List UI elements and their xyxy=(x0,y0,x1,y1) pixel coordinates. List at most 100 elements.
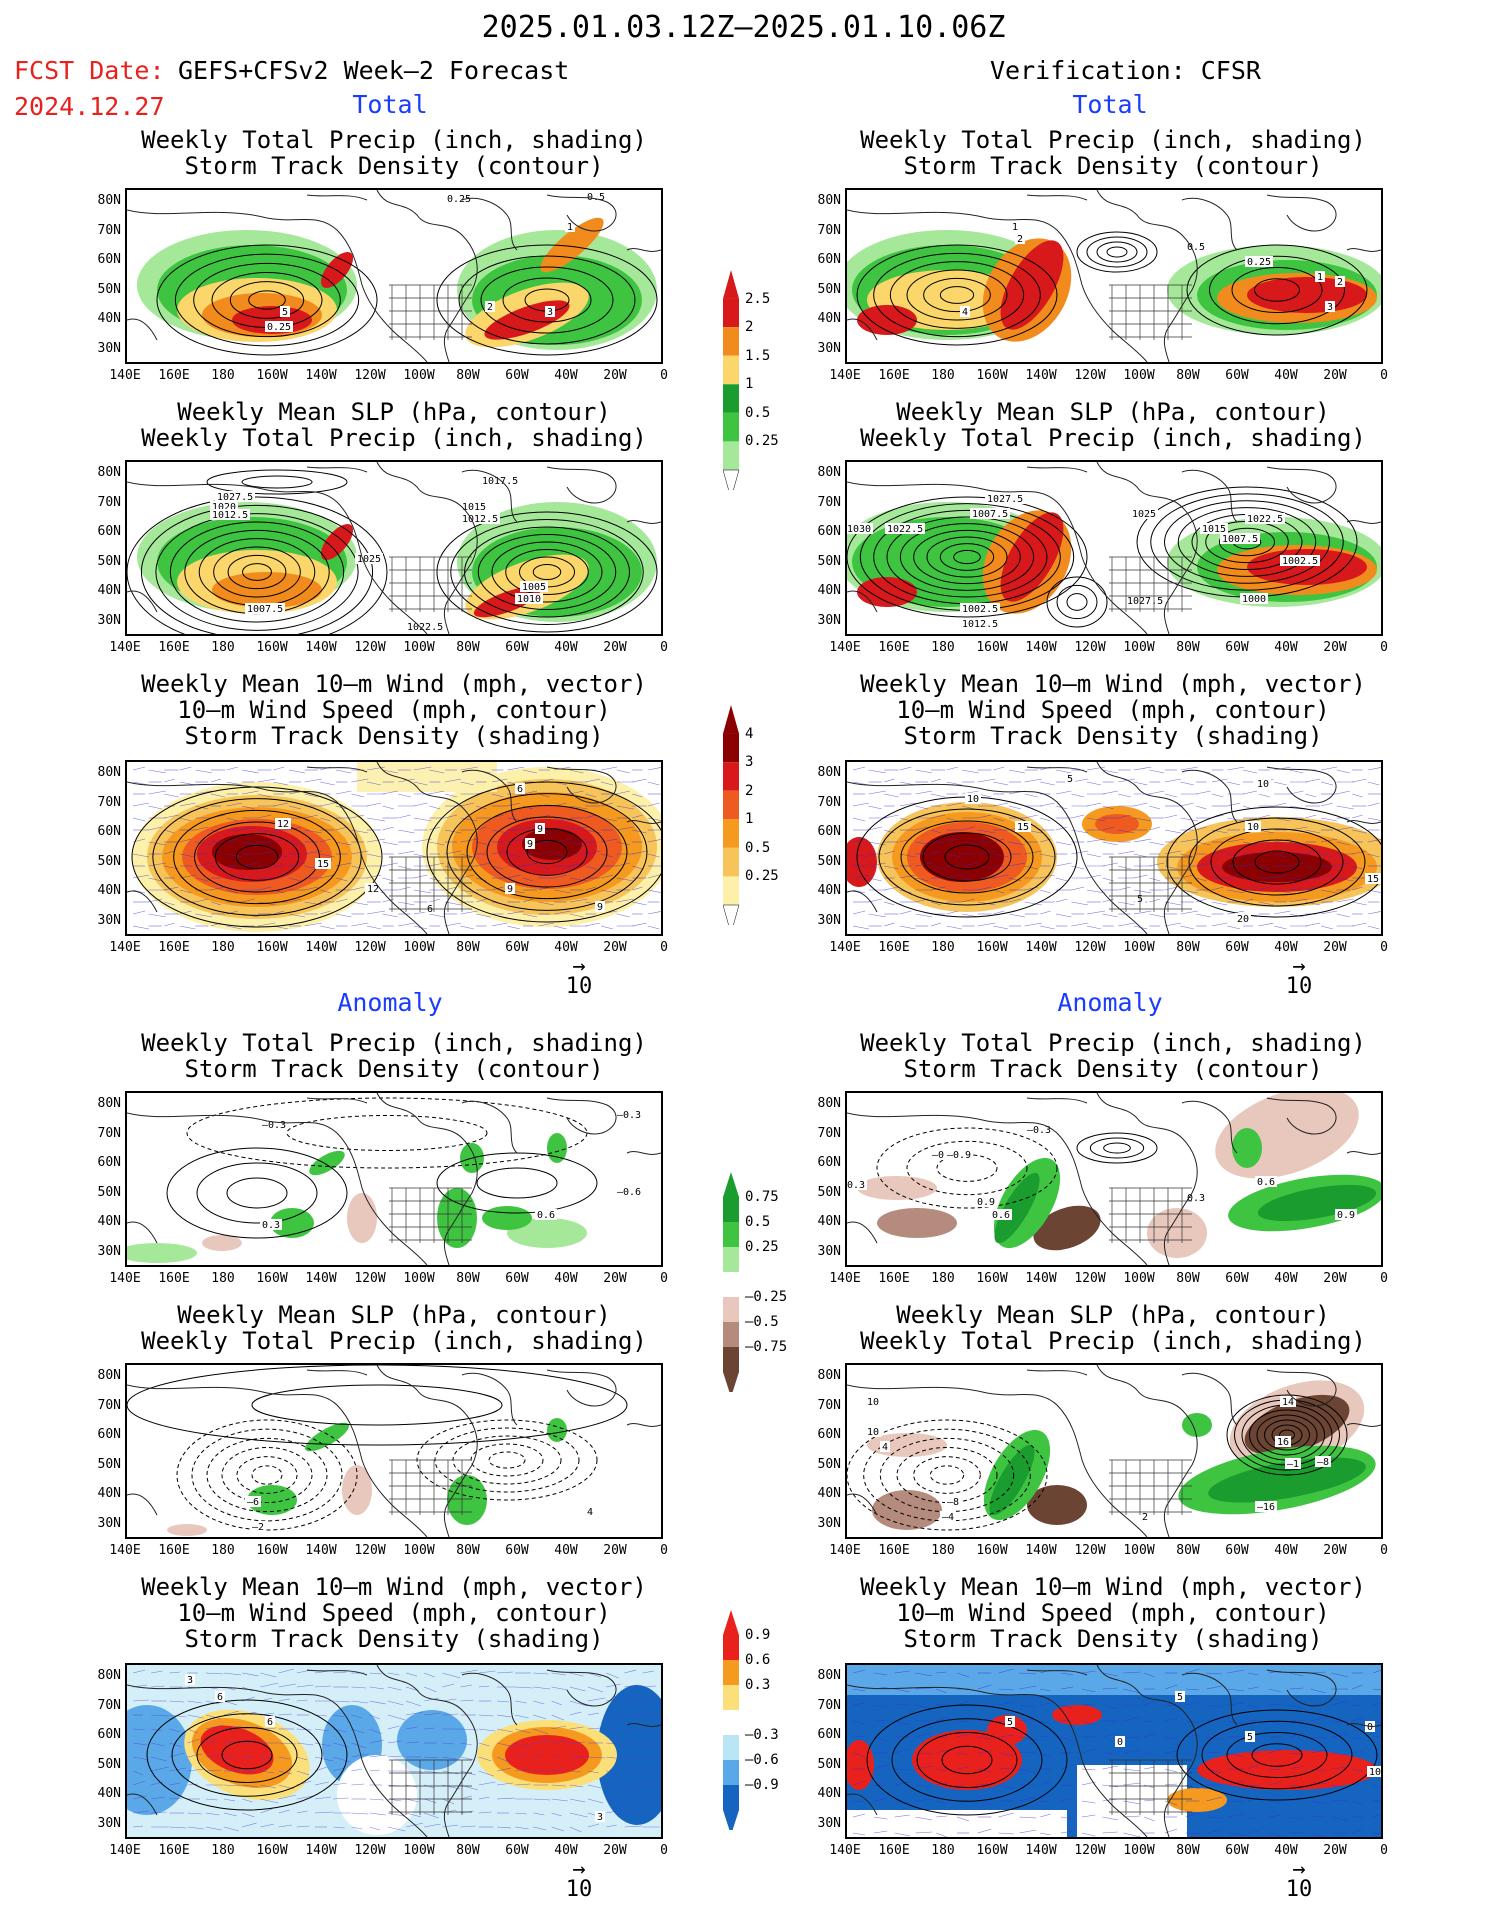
wind-vector xyxy=(1274,910,1291,915)
contour-label: 6 xyxy=(267,1717,273,1728)
contour-label-bg xyxy=(210,509,250,520)
wind-vector xyxy=(538,886,550,891)
contour-label: 9 xyxy=(507,884,513,895)
y-tick-label: 80N xyxy=(97,193,121,208)
contour-line xyxy=(131,786,383,928)
contour-line xyxy=(470,1443,544,1477)
contour-line xyxy=(1209,255,1345,325)
wind-vector xyxy=(1164,1800,1178,1806)
y-tick-label: 50N xyxy=(817,1756,841,1772)
wind-vector xyxy=(442,1672,461,1679)
wind-vector xyxy=(444,922,462,927)
wind-vector xyxy=(398,829,415,834)
contour-label: 1 xyxy=(1012,222,1018,233)
precip-anomaly-area xyxy=(989,1444,1035,1516)
x-tick-label: 140W xyxy=(305,368,337,383)
y-tick-label: 30N xyxy=(817,1815,841,1831)
precip-anomaly-area xyxy=(877,1208,957,1238)
wind-vector xyxy=(1227,1688,1245,1692)
wind-vector xyxy=(366,874,382,879)
wind-vector xyxy=(915,1704,933,1710)
section-total-left: Total xyxy=(352,90,428,119)
wind-vector xyxy=(998,1688,1014,1691)
wind-vector xyxy=(1180,838,1198,843)
wind-vector xyxy=(515,1826,529,1830)
wind-vector xyxy=(587,1823,600,1828)
coastline xyxy=(546,1669,617,1707)
wind-vector xyxy=(642,1670,654,1674)
wind-vector xyxy=(424,1756,439,1759)
wind-vector xyxy=(1102,841,1118,846)
wind-vector xyxy=(977,829,996,834)
wind-vector xyxy=(632,814,643,819)
wind-vector xyxy=(288,826,302,831)
wind-vector xyxy=(977,1783,992,1786)
wind-vector xyxy=(585,886,597,891)
storm-track-anomaly-area xyxy=(200,1725,274,1775)
wind-vector xyxy=(1055,841,1072,846)
wind-vector xyxy=(956,1752,970,1756)
wind-vector xyxy=(936,1671,947,1674)
wind-vector xyxy=(515,1812,527,1815)
wind-vector xyxy=(946,802,962,807)
wind-vector xyxy=(1008,769,1026,774)
wind-vector xyxy=(930,778,942,783)
contour-label-bg xyxy=(960,306,970,317)
wind-vector xyxy=(169,1700,185,1703)
wind-vector xyxy=(1024,850,1042,855)
contour-label: 1015 xyxy=(462,502,486,513)
wind-vector xyxy=(569,913,584,918)
wind-vector xyxy=(1133,889,1152,894)
contour-label-bg xyxy=(1285,1458,1301,1469)
wind-vector xyxy=(624,1784,637,1791)
contour-label-bg xyxy=(265,321,293,332)
wind-vector xyxy=(132,817,146,822)
wind-vector xyxy=(429,913,445,918)
wind-vector xyxy=(915,1798,933,1802)
wind-vector xyxy=(1118,793,1131,798)
coastline xyxy=(626,1723,661,1727)
contour-label: 0.6 xyxy=(992,1210,1010,1221)
x-tick-label: 20W xyxy=(603,940,627,955)
wind-vector xyxy=(624,1669,637,1674)
wind-vector xyxy=(351,1728,365,1734)
x-tick-label: 140E xyxy=(109,1543,141,1558)
wind-vector xyxy=(1367,911,1381,915)
wind-vector xyxy=(1227,781,1241,786)
contour-line xyxy=(476,1167,558,1199)
contour-line xyxy=(191,1428,343,1522)
wind-vector xyxy=(351,1714,363,1719)
storm-track-anomaly-area xyxy=(1052,1705,1102,1725)
contour-line xyxy=(229,281,305,319)
precip-area xyxy=(1247,549,1367,585)
contour-line xyxy=(1231,267,1323,313)
contour-line xyxy=(863,1428,1031,1522)
y-tick-label: 60N xyxy=(97,1427,121,1442)
contour-line xyxy=(464,526,630,618)
colorbar-segment xyxy=(723,819,739,848)
wind-vector xyxy=(491,865,504,870)
contour-line xyxy=(953,549,981,565)
wind-vector xyxy=(132,853,150,858)
wind-vector xyxy=(387,1725,400,1730)
wind-vector xyxy=(936,1749,947,1754)
title-line: Weekly Total Precip (inch, shading) xyxy=(141,1029,647,1057)
wind-vector xyxy=(1227,1832,1245,1836)
wind-vector xyxy=(1024,814,1038,819)
colorbar-graphic xyxy=(722,270,740,500)
y-tick-label: 80N xyxy=(817,1096,841,1111)
contour-line xyxy=(526,839,568,865)
wind-vector xyxy=(164,814,179,819)
wind-vector xyxy=(387,1755,404,1758)
wind-vector xyxy=(1310,1768,1326,1772)
wind-vector xyxy=(1185,1832,1200,1835)
wind-vector xyxy=(242,1770,257,1773)
x-tick-label: 0 xyxy=(660,940,668,955)
contour-line xyxy=(1188,817,1366,907)
colorbar-graphic xyxy=(723,1172,739,1397)
coastline xyxy=(127,590,158,613)
wind-vector xyxy=(1227,874,1241,879)
y-tick-label: 50N xyxy=(97,1756,121,1772)
wind-vector xyxy=(335,841,352,846)
